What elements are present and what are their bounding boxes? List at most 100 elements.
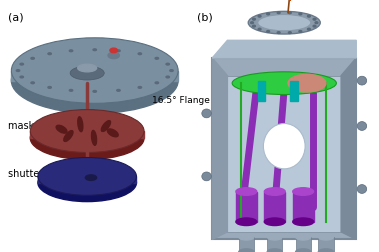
Bar	[296, 237, 311, 252]
Ellipse shape	[138, 53, 142, 55]
Text: (a): (a)	[8, 13, 23, 23]
Ellipse shape	[170, 70, 173, 72]
Ellipse shape	[264, 188, 285, 195]
Ellipse shape	[166, 76, 169, 78]
Ellipse shape	[64, 131, 73, 141]
Ellipse shape	[69, 89, 73, 91]
Ellipse shape	[313, 25, 316, 27]
Ellipse shape	[91, 130, 97, 145]
Ellipse shape	[267, 13, 269, 15]
Ellipse shape	[318, 249, 334, 252]
Bar	[258, 81, 265, 101]
Ellipse shape	[277, 12, 280, 14]
Ellipse shape	[166, 63, 169, 65]
Ellipse shape	[299, 30, 302, 32]
Polygon shape	[212, 40, 356, 58]
Bar	[318, 237, 334, 252]
Ellipse shape	[69, 50, 73, 52]
Ellipse shape	[202, 172, 211, 181]
Ellipse shape	[11, 48, 178, 113]
Ellipse shape	[117, 89, 120, 91]
Ellipse shape	[202, 109, 211, 118]
Ellipse shape	[155, 82, 158, 84]
Ellipse shape	[93, 49, 96, 51]
Ellipse shape	[31, 57, 34, 59]
Ellipse shape	[263, 123, 305, 169]
Polygon shape	[212, 58, 227, 239]
Ellipse shape	[288, 12, 291, 14]
Ellipse shape	[239, 234, 254, 240]
Ellipse shape	[110, 48, 117, 53]
Bar	[265, 192, 285, 222]
Bar	[267, 237, 282, 252]
Ellipse shape	[56, 125, 67, 133]
Ellipse shape	[248, 11, 320, 34]
Text: shutter table: shutter table	[8, 169, 71, 179]
Ellipse shape	[267, 234, 282, 240]
Ellipse shape	[11, 38, 178, 103]
Bar	[239, 237, 254, 252]
Ellipse shape	[38, 158, 136, 195]
Ellipse shape	[108, 52, 119, 59]
Ellipse shape	[296, 249, 311, 252]
Ellipse shape	[78, 117, 83, 132]
Ellipse shape	[299, 13, 302, 15]
Ellipse shape	[267, 30, 269, 32]
Ellipse shape	[315, 22, 318, 24]
Ellipse shape	[107, 129, 118, 137]
Ellipse shape	[236, 218, 257, 226]
Ellipse shape	[318, 234, 334, 240]
Ellipse shape	[288, 32, 291, 34]
Ellipse shape	[307, 28, 310, 30]
Ellipse shape	[258, 14, 311, 31]
Ellipse shape	[288, 74, 326, 92]
FancyBboxPatch shape	[212, 58, 356, 239]
Ellipse shape	[78, 64, 97, 72]
Ellipse shape	[264, 218, 285, 226]
Ellipse shape	[138, 86, 142, 88]
Text: 16.5° Flange: 16.5° Flange	[152, 96, 210, 105]
Ellipse shape	[38, 164, 136, 202]
Ellipse shape	[277, 32, 280, 34]
Polygon shape	[341, 58, 356, 239]
Ellipse shape	[232, 72, 337, 94]
Ellipse shape	[251, 22, 254, 24]
Ellipse shape	[252, 25, 255, 27]
Ellipse shape	[296, 234, 311, 240]
Ellipse shape	[30, 110, 144, 152]
Ellipse shape	[293, 188, 314, 195]
Ellipse shape	[117, 50, 120, 52]
Ellipse shape	[70, 66, 104, 80]
Ellipse shape	[93, 90, 96, 92]
Polygon shape	[30, 131, 144, 138]
Ellipse shape	[239, 249, 254, 252]
Polygon shape	[38, 176, 136, 183]
Ellipse shape	[31, 82, 34, 84]
Ellipse shape	[85, 175, 97, 180]
Ellipse shape	[20, 63, 23, 65]
Text: (b): (b)	[197, 13, 213, 23]
Ellipse shape	[307, 15, 310, 17]
Ellipse shape	[101, 121, 111, 132]
Ellipse shape	[267, 249, 282, 252]
Bar	[236, 192, 257, 222]
Ellipse shape	[30, 117, 144, 160]
Bar	[290, 81, 298, 101]
FancyBboxPatch shape	[227, 76, 341, 232]
Ellipse shape	[20, 76, 23, 78]
Ellipse shape	[258, 15, 261, 17]
Ellipse shape	[48, 53, 51, 55]
Ellipse shape	[313, 18, 316, 20]
Ellipse shape	[293, 218, 314, 226]
Ellipse shape	[357, 76, 367, 85]
Ellipse shape	[48, 86, 51, 88]
Ellipse shape	[357, 122, 367, 131]
Ellipse shape	[258, 28, 261, 30]
Text: mask table: mask table	[8, 121, 62, 131]
Ellipse shape	[357, 184, 367, 194]
Bar	[293, 192, 313, 222]
Ellipse shape	[155, 57, 158, 59]
Ellipse shape	[236, 188, 257, 195]
Ellipse shape	[252, 18, 255, 20]
Polygon shape	[11, 71, 178, 81]
